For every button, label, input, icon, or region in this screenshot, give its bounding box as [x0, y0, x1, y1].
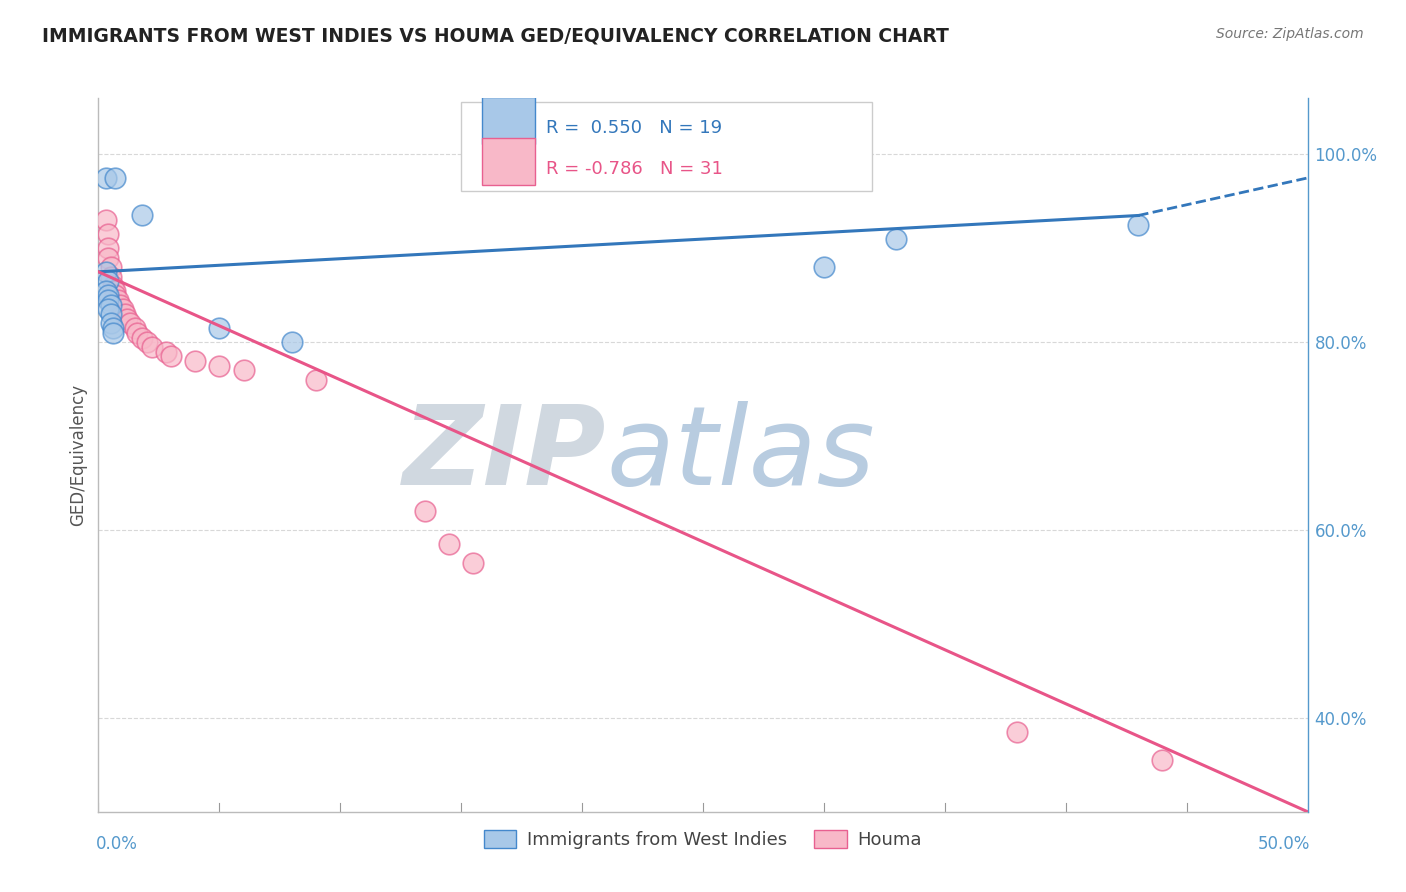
Point — [281, 335, 304, 350]
Text: R = -0.786   N = 31: R = -0.786 N = 31 — [546, 161, 723, 178]
Point — [101, 279, 124, 293]
Point — [813, 260, 835, 274]
Point — [97, 251, 120, 265]
Point — [1007, 725, 1029, 739]
Point — [117, 311, 139, 326]
Text: 50.0%: 50.0% — [1257, 835, 1310, 853]
Point — [97, 288, 120, 302]
Point — [463, 556, 485, 570]
Point — [107, 293, 129, 307]
Text: R =  0.550   N = 19: R = 0.550 N = 19 — [546, 120, 721, 137]
Point — [413, 504, 436, 518]
Point — [97, 293, 120, 307]
Point — [124, 321, 146, 335]
Point — [141, 340, 163, 354]
Point — [1128, 218, 1150, 232]
FancyBboxPatch shape — [461, 102, 872, 191]
Point — [101, 321, 124, 335]
FancyBboxPatch shape — [482, 97, 534, 145]
Point — [94, 213, 117, 227]
Point — [131, 330, 153, 344]
Point — [100, 298, 122, 312]
Point — [97, 241, 120, 255]
Point — [100, 317, 122, 331]
Point — [437, 537, 460, 551]
Text: ZIP: ZIP — [402, 401, 606, 508]
Point — [232, 363, 254, 377]
Point — [104, 288, 127, 302]
Legend: Immigrants from West Indies, Houma: Immigrants from West Indies, Houma — [477, 822, 929, 856]
Point — [184, 354, 207, 368]
Point — [886, 232, 908, 246]
Point — [127, 326, 149, 340]
Point — [111, 302, 134, 317]
Point — [114, 307, 136, 321]
Point — [94, 265, 117, 279]
Point — [94, 170, 117, 185]
Text: Source: ZipAtlas.com: Source: ZipAtlas.com — [1216, 27, 1364, 41]
FancyBboxPatch shape — [482, 138, 534, 186]
Point — [135, 335, 157, 350]
Point — [305, 373, 328, 387]
Point — [100, 269, 122, 284]
Point — [100, 307, 122, 321]
Point — [1152, 753, 1174, 767]
Point — [160, 349, 183, 363]
Point — [94, 284, 117, 298]
Point — [108, 298, 131, 312]
Text: atlas: atlas — [606, 401, 875, 508]
Point — [131, 209, 153, 223]
Point — [208, 321, 231, 335]
Point — [104, 170, 127, 185]
Point — [155, 344, 177, 359]
Point — [100, 260, 122, 274]
Text: 0.0%: 0.0% — [96, 835, 138, 853]
Y-axis label: GED/Equivalency: GED/Equivalency — [69, 384, 87, 526]
Point — [208, 359, 231, 373]
Point — [101, 326, 124, 340]
Point — [118, 317, 141, 331]
Point — [97, 302, 120, 317]
Point — [97, 274, 120, 288]
Text: IMMIGRANTS FROM WEST INDIES VS HOUMA GED/EQUIVALENCY CORRELATION CHART: IMMIGRANTS FROM WEST INDIES VS HOUMA GED… — [42, 27, 949, 45]
Point — [97, 227, 120, 242]
Point — [104, 284, 127, 298]
